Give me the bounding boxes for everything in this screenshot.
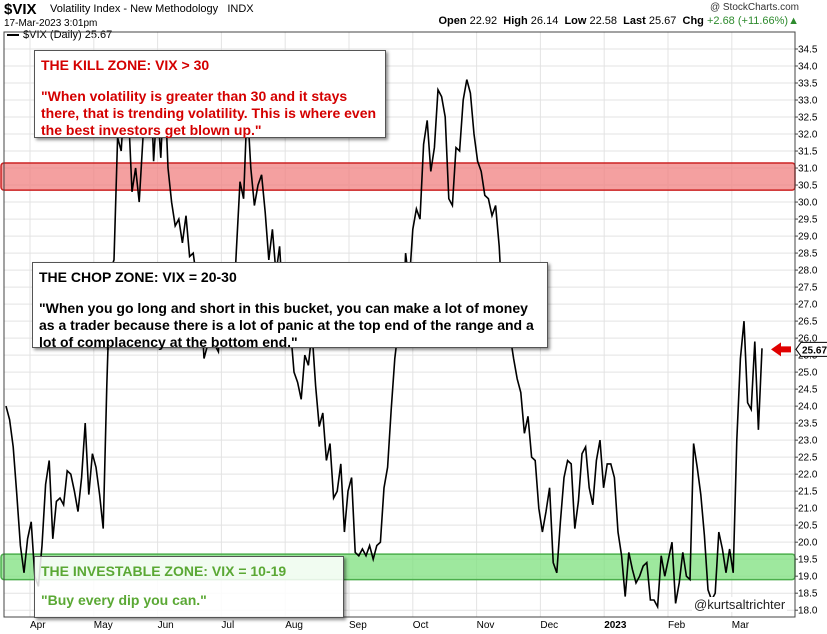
y-tick-label: 33.0 bbox=[798, 96, 818, 107]
y-tick-label: 32.5 bbox=[798, 113, 818, 124]
y-tick-label: 20.5 bbox=[798, 521, 818, 532]
y-tick-label: 27.5 bbox=[798, 283, 818, 294]
x-tick-label: Feb bbox=[668, 620, 686, 631]
y-tick-label: 21.5 bbox=[798, 487, 818, 498]
x-tick-label: 2023 bbox=[604, 620, 627, 631]
y-tick-label: 18.5 bbox=[798, 589, 818, 600]
investable-zone-title: THE INVESTABLE ZONE: VIX = 10-19 bbox=[41, 563, 287, 579]
last-value-label: 25.67 bbox=[802, 345, 827, 356]
y-tick-label: 34.5 bbox=[798, 45, 818, 56]
y-tick-label: 27.0 bbox=[798, 300, 818, 311]
x-tick-label: Jul bbox=[221, 620, 234, 631]
chart-header: $VIX Volatility Index - New Methodology … bbox=[0, 0, 827, 30]
last-value-tag bbox=[795, 341, 827, 357]
y-tick-label: 29.5 bbox=[798, 215, 818, 226]
x-tick-label: Oct bbox=[413, 620, 429, 631]
y-tick-label: 31.0 bbox=[798, 164, 818, 175]
low-label: Low bbox=[564, 15, 587, 27]
y-tick-label: 18.0 bbox=[798, 606, 818, 617]
legend-line-icon bbox=[7, 34, 19, 37]
x-tick-label: Dec bbox=[540, 620, 558, 631]
last-label: Last bbox=[623, 15, 646, 27]
ticker-symbol: $VIX bbox=[4, 1, 37, 18]
y-tick-label: 34.0 bbox=[798, 62, 818, 73]
y-tick-label: 22.5 bbox=[798, 453, 818, 464]
low-value: 22.58 bbox=[589, 15, 618, 27]
x-tick-label: Apr bbox=[30, 620, 46, 631]
y-tick-label: 26.5 bbox=[798, 317, 818, 328]
y-tick-label: 19.5 bbox=[798, 555, 818, 566]
quote-summary: Open 22.92 High 26.14 Low 22.58 Last 25.… bbox=[438, 15, 799, 28]
investable-zone-callout: THE INVESTABLE ZONE: VIX = 10-19 "Buy ev… bbox=[34, 556, 344, 618]
y-tick-label: 20.0 bbox=[798, 538, 818, 549]
y-tick-label: 22.0 bbox=[798, 470, 818, 481]
y-tick-label: 29.0 bbox=[798, 232, 818, 243]
x-tick-label: Nov bbox=[477, 620, 495, 631]
y-tick-label: 33.5 bbox=[798, 79, 818, 90]
kill-zone-band bbox=[0, 162, 796, 191]
index-name: Volatility Index - New Methodology bbox=[50, 3, 219, 15]
kill-zone-title: THE KILL ZONE: VIX > 30 bbox=[41, 57, 210, 73]
timestamp: 17-Mar-2023 3:01pm bbox=[4, 18, 98, 29]
open-value: 22.92 bbox=[469, 15, 498, 27]
y-tick-label: 26.0 bbox=[798, 334, 818, 345]
chop-zone-title: THE CHOP ZONE: VIX = 20-30 bbox=[39, 269, 237, 285]
y-tick-label: 31.5 bbox=[798, 147, 818, 158]
chop-zone-callout: THE CHOP ZONE: VIX = 20-30 "When you go … bbox=[32, 262, 548, 350]
x-tick-label: Jun bbox=[158, 620, 174, 631]
y-tick-label: 28.0 bbox=[798, 266, 818, 277]
chg-up-icon: ▲ bbox=[788, 15, 799, 27]
y-tick-label: 23.0 bbox=[798, 436, 818, 447]
copyright: @ StockCharts.com bbox=[709, 2, 799, 13]
last-value-arrow-icon bbox=[771, 342, 791, 357]
author-credit: @kurtsaltrichter bbox=[692, 597, 788, 612]
y-tick-label: 30.0 bbox=[798, 198, 818, 209]
plot-frame bbox=[3, 31, 796, 618]
y-tick-label: 24.5 bbox=[798, 385, 818, 396]
y-tick-label: 32.0 bbox=[798, 130, 818, 141]
y-tick-label: 24.0 bbox=[798, 402, 818, 413]
y-tick-label: 21.0 bbox=[798, 504, 818, 515]
y-tick-label: 25.0 bbox=[798, 368, 818, 379]
investable-zone-quote: "Buy every dip you can." bbox=[41, 592, 207, 608]
kill-zone-callout: THE KILL ZONE: VIX > 30 "When volatility… bbox=[34, 50, 386, 138]
y-tick-label: 28.5 bbox=[798, 249, 818, 260]
x-tick-label: May bbox=[94, 620, 113, 631]
x-tick-label: Aug bbox=[285, 620, 303, 631]
high-value: 26.14 bbox=[530, 15, 559, 27]
chg-value: +2.68 (+11.66%) bbox=[706, 15, 789, 27]
open-label: Open bbox=[438, 15, 467, 27]
x-tick-label: Sep bbox=[349, 620, 367, 631]
exchange-label: INDX bbox=[227, 3, 254, 15]
chg-label: Chg bbox=[682, 15, 704, 27]
high-label: High bbox=[503, 15, 528, 27]
y-tick-label: 30.5 bbox=[798, 181, 818, 192]
chop-zone-quote: "When you go long and short in this buck… bbox=[39, 300, 534, 350]
y-tick-label: 23.5 bbox=[798, 419, 818, 430]
last-value: 25.67 bbox=[648, 15, 677, 27]
vix-series-line bbox=[5, 55, 763, 610]
kill-zone-quote: "When volatility is greater than 30 and … bbox=[41, 88, 377, 138]
x-tick-label: Mar bbox=[732, 620, 750, 631]
y-tick-label: 19.0 bbox=[798, 572, 818, 583]
